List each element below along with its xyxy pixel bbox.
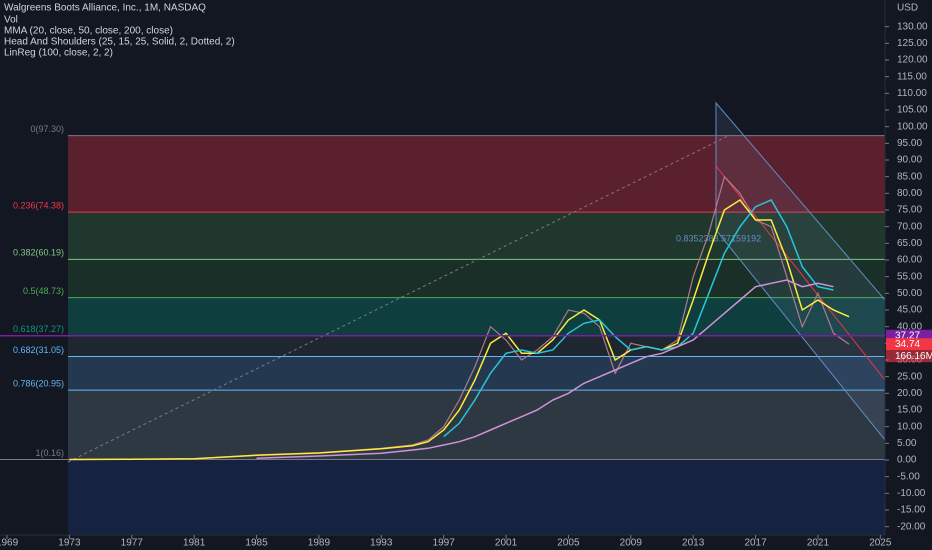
- linreg-annotation: 0.8352383.57159192: [676, 233, 761, 243]
- y-tick-label: 115.00: [897, 71, 927, 82]
- y-tick-label: 55.00: [897, 271, 922, 282]
- y-tick-label: 5.00: [897, 438, 917, 449]
- y-tick-label: 10.00: [897, 421, 922, 432]
- x-tick-label: 1985: [245, 538, 268, 549]
- x-tick-label: 2025: [869, 538, 892, 549]
- x-tick-label: 1969: [0, 538, 19, 549]
- series-line: [69, 198, 850, 461]
- fib-label: 0.618(37.27): [13, 324, 64, 334]
- x-tick-label: 2021: [807, 538, 830, 549]
- y-tick-label: -20.00: [897, 521, 926, 532]
- fib-label: 0(97.30): [30, 124, 64, 134]
- price-label: 34.74: [895, 339, 920, 350]
- x-tick-label: 2017: [744, 538, 767, 549]
- y-tick-label: -10.00: [897, 488, 926, 499]
- x-tick-label: 1977: [121, 538, 144, 549]
- y-tick-label: 90.00: [897, 155, 922, 166]
- currency: USD: [897, 3, 918, 14]
- x-tick-label: 2009: [620, 538, 643, 549]
- y-tick-label: 65.00: [897, 238, 922, 249]
- y-tick-label: -5.00: [897, 471, 920, 482]
- fib-zone: [68, 259, 885, 298]
- x-tick-label: 1981: [183, 538, 206, 549]
- series-line: [443, 199, 834, 438]
- volume-label: 166.16M: [895, 351, 932, 362]
- legend-linreg: LinReg (100, close, 2, 2): [4, 48, 113, 59]
- y-tick-label: 20.00: [897, 388, 922, 399]
- y-tick-label: 25.00: [897, 371, 922, 382]
- x-tick-label: 1989: [308, 538, 331, 549]
- fib-label: 1(0.16): [35, 448, 64, 458]
- series-line: [256, 279, 834, 460]
- legend-hs: Head And Shoulders (25, 15, 25, Solid, 2…: [4, 37, 235, 48]
- y-tick-label: 120.00: [897, 55, 928, 66]
- y-tick-label: 60.00: [897, 255, 922, 266]
- x-tick-label: 1973: [58, 538, 81, 549]
- y-tick-label: 95.00: [897, 138, 922, 149]
- legend-mma: MMA (20, close, 50, close, 200, close): [4, 26, 173, 37]
- legend-symbol: Walgreens Boots Alliance, Inc., 1M, NASD…: [4, 3, 206, 14]
- fib-label: 0.236(74.38): [13, 200, 64, 210]
- y-tick-label: 0.00: [897, 455, 917, 466]
- y-tick-label: 105.00: [897, 105, 928, 116]
- price-label-box: [886, 338, 932, 351]
- y-tick-label: -15.00: [897, 505, 926, 516]
- y-tick-label: 75.00: [897, 205, 922, 216]
- legend-vol: Vol: [4, 15, 18, 26]
- fib-zone: [68, 212, 885, 260]
- fib-zone: [68, 135, 885, 213]
- fib-label: 0.5(48.73): [23, 286, 64, 296]
- y-tick-label: 100.00: [897, 121, 928, 132]
- fib-label: 0.682(31.05): [13, 345, 64, 355]
- fib-label: 0.382(60.19): [13, 248, 64, 258]
- y-tick-label: 85.00: [897, 171, 922, 182]
- fib-zone: [68, 390, 885, 460]
- y-tick-label: 45.00: [897, 305, 922, 316]
- x-tick-label: 2001: [495, 538, 518, 549]
- volume-label-box: [886, 350, 932, 363]
- y-tick-label: 110.00: [897, 88, 927, 99]
- fib-zone: [68, 335, 885, 357]
- x-tick-label: 2013: [682, 538, 705, 549]
- y-tick-label: 80.00: [897, 188, 922, 199]
- y-tick-label: 70.00: [897, 221, 922, 232]
- y-tick-label: 50.00: [897, 288, 922, 299]
- price-label: 37.27: [895, 330, 920, 341]
- x-tick-label: 1997: [433, 538, 456, 549]
- plot-area: 0(97.30) 0.236(74.38) 0.382(60.19) 0.5(48.7…: [0, 101, 886, 535]
- y-tick-label: 130.00: [897, 21, 928, 32]
- x-tick-label: 1993: [370, 538, 393, 549]
- volume-pane: [68, 459, 885, 535]
- fib-label: 0.786(20.95): [13, 379, 64, 389]
- x-tick-label: 2005: [557, 538, 580, 549]
- y-tick-label: 125.00: [897, 38, 928, 49]
- y-tick-label: 40.00: [897, 321, 922, 332]
- fib-zone: [68, 297, 885, 336]
- y-tick-label: 15.00: [897, 405, 922, 416]
- linreg-mid: [715, 165, 886, 381]
